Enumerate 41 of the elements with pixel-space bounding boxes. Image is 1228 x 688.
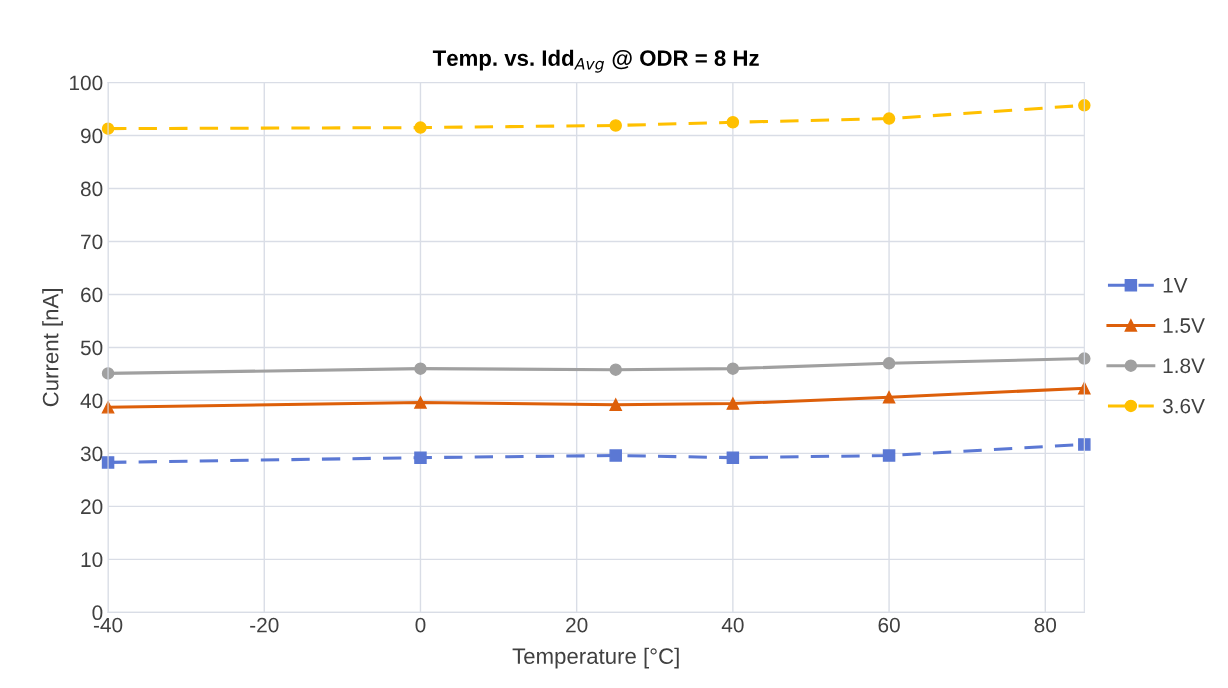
x-tick-label: -20 [250, 617, 279, 633]
point [609, 449, 622, 462]
point [726, 362, 740, 375]
point [882, 390, 896, 404]
point [414, 396, 427, 409]
legend-label: 3.6V [1162, 398, 1205, 414]
point [414, 451, 427, 464]
y-tick-label: 100 [70, 75, 103, 91]
y-tick-label: 30 [80, 446, 103, 462]
point [882, 112, 896, 125]
point [726, 116, 740, 129]
point [609, 119, 622, 132]
x-axis-title: Temperature [°C] [512, 647, 679, 669]
point [1078, 99, 1091, 112]
y-tick-label: 70 [81, 234, 103, 250]
point [414, 121, 427, 134]
x-tick-label: 20 [566, 617, 588, 633]
point [609, 398, 622, 411]
y-tick-label: 10 [81, 552, 103, 568]
x-tick-label: 80 [1034, 617, 1057, 633]
y-tick-label: 20 [81, 499, 103, 515]
legend-label: 1.5V [1163, 318, 1205, 333]
point [609, 363, 622, 376]
x-tick-label: 40 [721, 617, 744, 633]
y-tick-label: 80 [80, 181, 103, 197]
point [882, 357, 896, 370]
legend-label: 1.8V [1163, 358, 1205, 374]
x-tick-label: 60 [878, 617, 900, 633]
x-tick-label: 0 [415, 617, 426, 633]
point [1078, 438, 1091, 451]
chart-title: Temp. vs. Idd$_{Avg}$ @ ODR = 8 Hz [432, 49, 759, 73]
legend-label: 1V [1163, 278, 1188, 293]
y-tick-label: 40 [80, 393, 103, 409]
y-tick-label: 90 [81, 128, 103, 144]
point [882, 449, 896, 462]
y-axis-title: Current [nA] [42, 289, 63, 407]
y-tick-label: 50 [80, 340, 103, 356]
y-tick-label: 60 [81, 287, 103, 303]
point [726, 451, 740, 464]
point [414, 362, 427, 375]
point [726, 397, 740, 410]
